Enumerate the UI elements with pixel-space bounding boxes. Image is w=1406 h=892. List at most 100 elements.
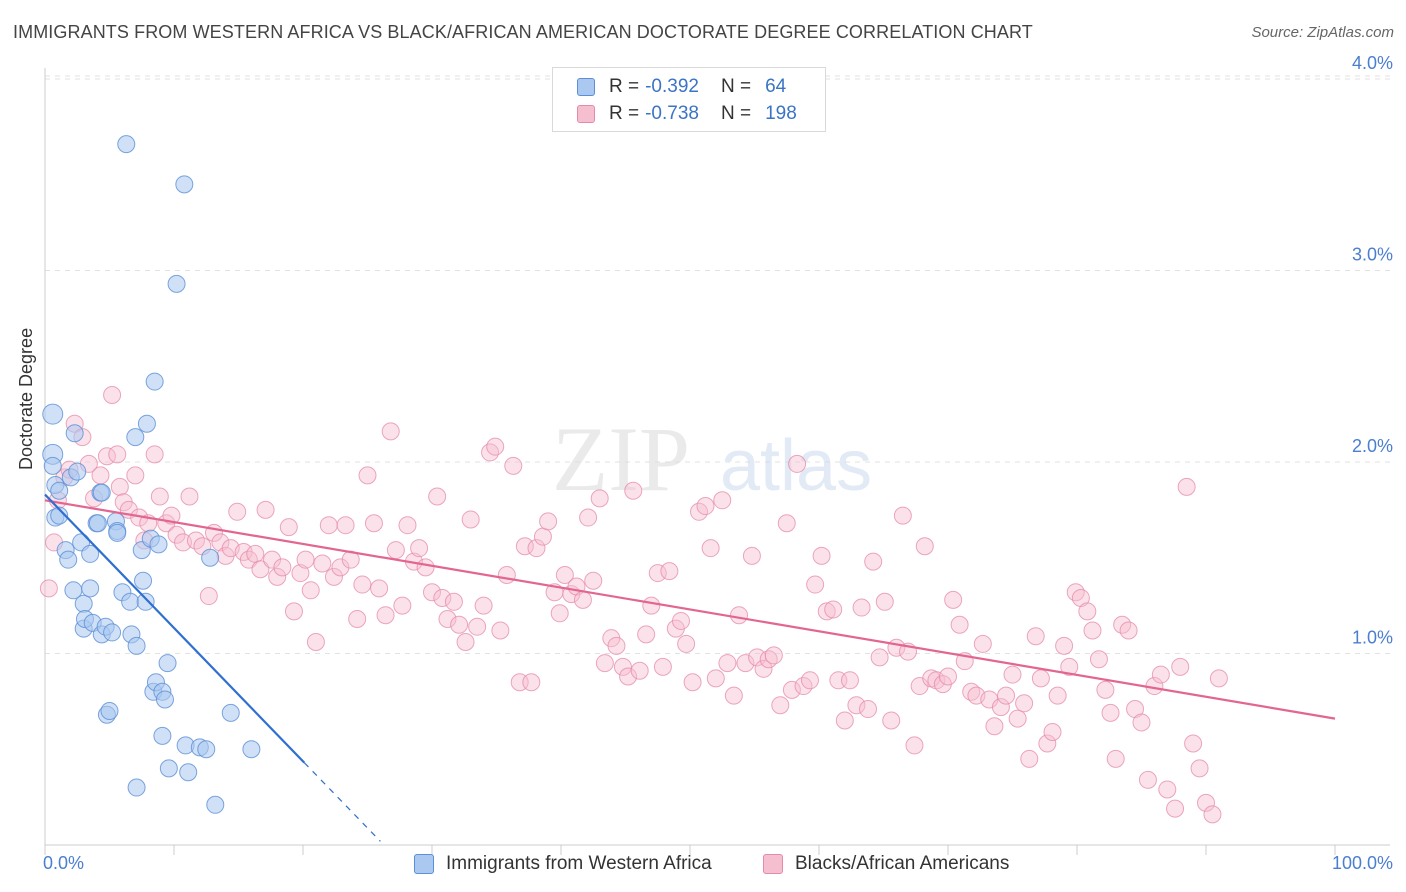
data-point-pink	[1031, 669, 1050, 688]
data-point-pink	[1038, 734, 1057, 753]
data-point-pink	[806, 575, 825, 594]
data-point-blue	[153, 726, 172, 745]
data-point-pink	[301, 581, 320, 600]
data-point-pink	[284, 602, 303, 621]
data-point-pink	[630, 661, 649, 680]
data-point-pink	[701, 539, 720, 558]
data-point-pink	[256, 500, 275, 519]
data-point-pink	[985, 717, 1004, 736]
data-point-pink	[353, 575, 372, 594]
data-point-pink	[859, 700, 878, 719]
data-point-pink	[905, 736, 924, 755]
data-point-pink	[381, 422, 400, 441]
data-point-pink	[180, 487, 199, 506]
data-point-pink	[824, 600, 843, 619]
data-point-blue	[179, 763, 198, 782]
data-point-pink	[624, 481, 643, 500]
legend-swatch-pink	[577, 105, 595, 123]
legend-row-series2: R = -0.738 N = 198	[577, 102, 797, 126]
data-point-pink	[1158, 780, 1177, 799]
data-point-pink	[835, 711, 854, 730]
watermark-zip: ZIP	[552, 408, 690, 510]
data-point-pink	[103, 385, 122, 404]
data-point-pink	[515, 537, 534, 556]
data-point-pink	[893, 506, 912, 525]
legend: R = -0.392 N = 64 R = -0.738 N = 198	[552, 67, 826, 132]
data-point-pink	[331, 558, 350, 577]
data-point-pink	[393, 596, 412, 615]
data-point-pink	[91, 466, 110, 485]
data-point-pink	[167, 525, 186, 544]
data-point-pink	[555, 565, 574, 584]
data-point-pink	[1106, 749, 1125, 768]
data-point-pink	[713, 491, 732, 510]
data-point-pink	[491, 621, 510, 640]
data-point-blue	[121, 592, 140, 611]
data-point-pink	[764, 646, 783, 665]
data-point-pink	[199, 587, 218, 606]
data-point-pink	[1096, 680, 1115, 699]
data-point-pink	[461, 510, 480, 529]
data-point-pink	[683, 673, 702, 692]
y-tick-label: 4.0%	[1352, 53, 1393, 73]
data-point-pink	[1078, 602, 1097, 621]
data-point-pink	[754, 659, 773, 678]
data-point-blue	[127, 636, 146, 655]
data-point-pink	[386, 541, 405, 560]
legend-n-label: N =	[720, 76, 752, 97]
trend-line-blue-extension	[303, 762, 381, 842]
data-point-pink	[671, 611, 690, 630]
data-point-pink	[358, 466, 377, 485]
data-point-blue	[103, 623, 122, 642]
chart-title: IMMIGRANTS FROM WESTERN AFRICA VS BLACK/…	[13, 22, 1033, 42]
legend-row-series1: R = -0.392 N = 64	[577, 75, 786, 99]
data-point-pink	[1015, 694, 1034, 713]
data-point-blue	[126, 428, 145, 447]
data-point-blue	[136, 592, 155, 611]
data-point-pink	[108, 445, 127, 464]
data-point-pink	[336, 516, 355, 535]
data-point-blue	[134, 571, 153, 590]
data-point-pink	[1101, 703, 1120, 722]
data-point-pink	[486, 437, 505, 456]
data-point-pink	[428, 487, 447, 506]
data-point-pink	[812, 546, 831, 565]
data-point-pink	[126, 466, 145, 485]
data-point-pink	[613, 657, 632, 676]
data-point-blue	[65, 424, 84, 443]
data-point-pink	[1132, 713, 1151, 732]
data-point-pink	[939, 667, 957, 686]
data-point-pink	[251, 560, 270, 579]
data-point-pink	[228, 502, 247, 521]
trend-lines	[44, 493, 1336, 842]
data-point-blue	[242, 740, 261, 759]
data-point-pink	[1166, 799, 1185, 818]
data-point-pink	[296, 550, 315, 569]
data-point-pink	[637, 625, 656, 644]
data-point-pink	[590, 489, 609, 508]
data-point-pink	[870, 648, 889, 667]
data-point-pink	[607, 636, 626, 655]
data-point-pink	[474, 596, 493, 615]
data-point-pink	[736, 654, 755, 673]
data-point-pink	[313, 554, 332, 573]
x-tick-label-max: 100.0%	[1332, 853, 1393, 873]
data-point-blue	[158, 654, 177, 673]
data-point-blue	[117, 135, 136, 154]
data-point-pink	[481, 443, 500, 462]
data-point-pink	[847, 696, 866, 715]
data-point-pink	[730, 606, 749, 625]
data-point-pink	[742, 546, 761, 565]
data-point-pink	[1138, 770, 1157, 789]
data-point-pink	[997, 686, 1016, 705]
data-point-pink	[1197, 793, 1215, 812]
bottom-legend-swatch-blue	[414, 854, 434, 874]
legend-r-value-series1: -0.392	[645, 76, 699, 97]
data-point-pink	[619, 667, 638, 686]
source-label: Source: ZipAtlas.com	[1251, 24, 1394, 41]
data-point-pink	[579, 508, 598, 527]
data-point-pink	[527, 539, 546, 558]
data-point-pink	[944, 590, 963, 609]
data-point-blue	[100, 701, 119, 720]
bottom-legend-swatch-pink	[763, 854, 783, 874]
